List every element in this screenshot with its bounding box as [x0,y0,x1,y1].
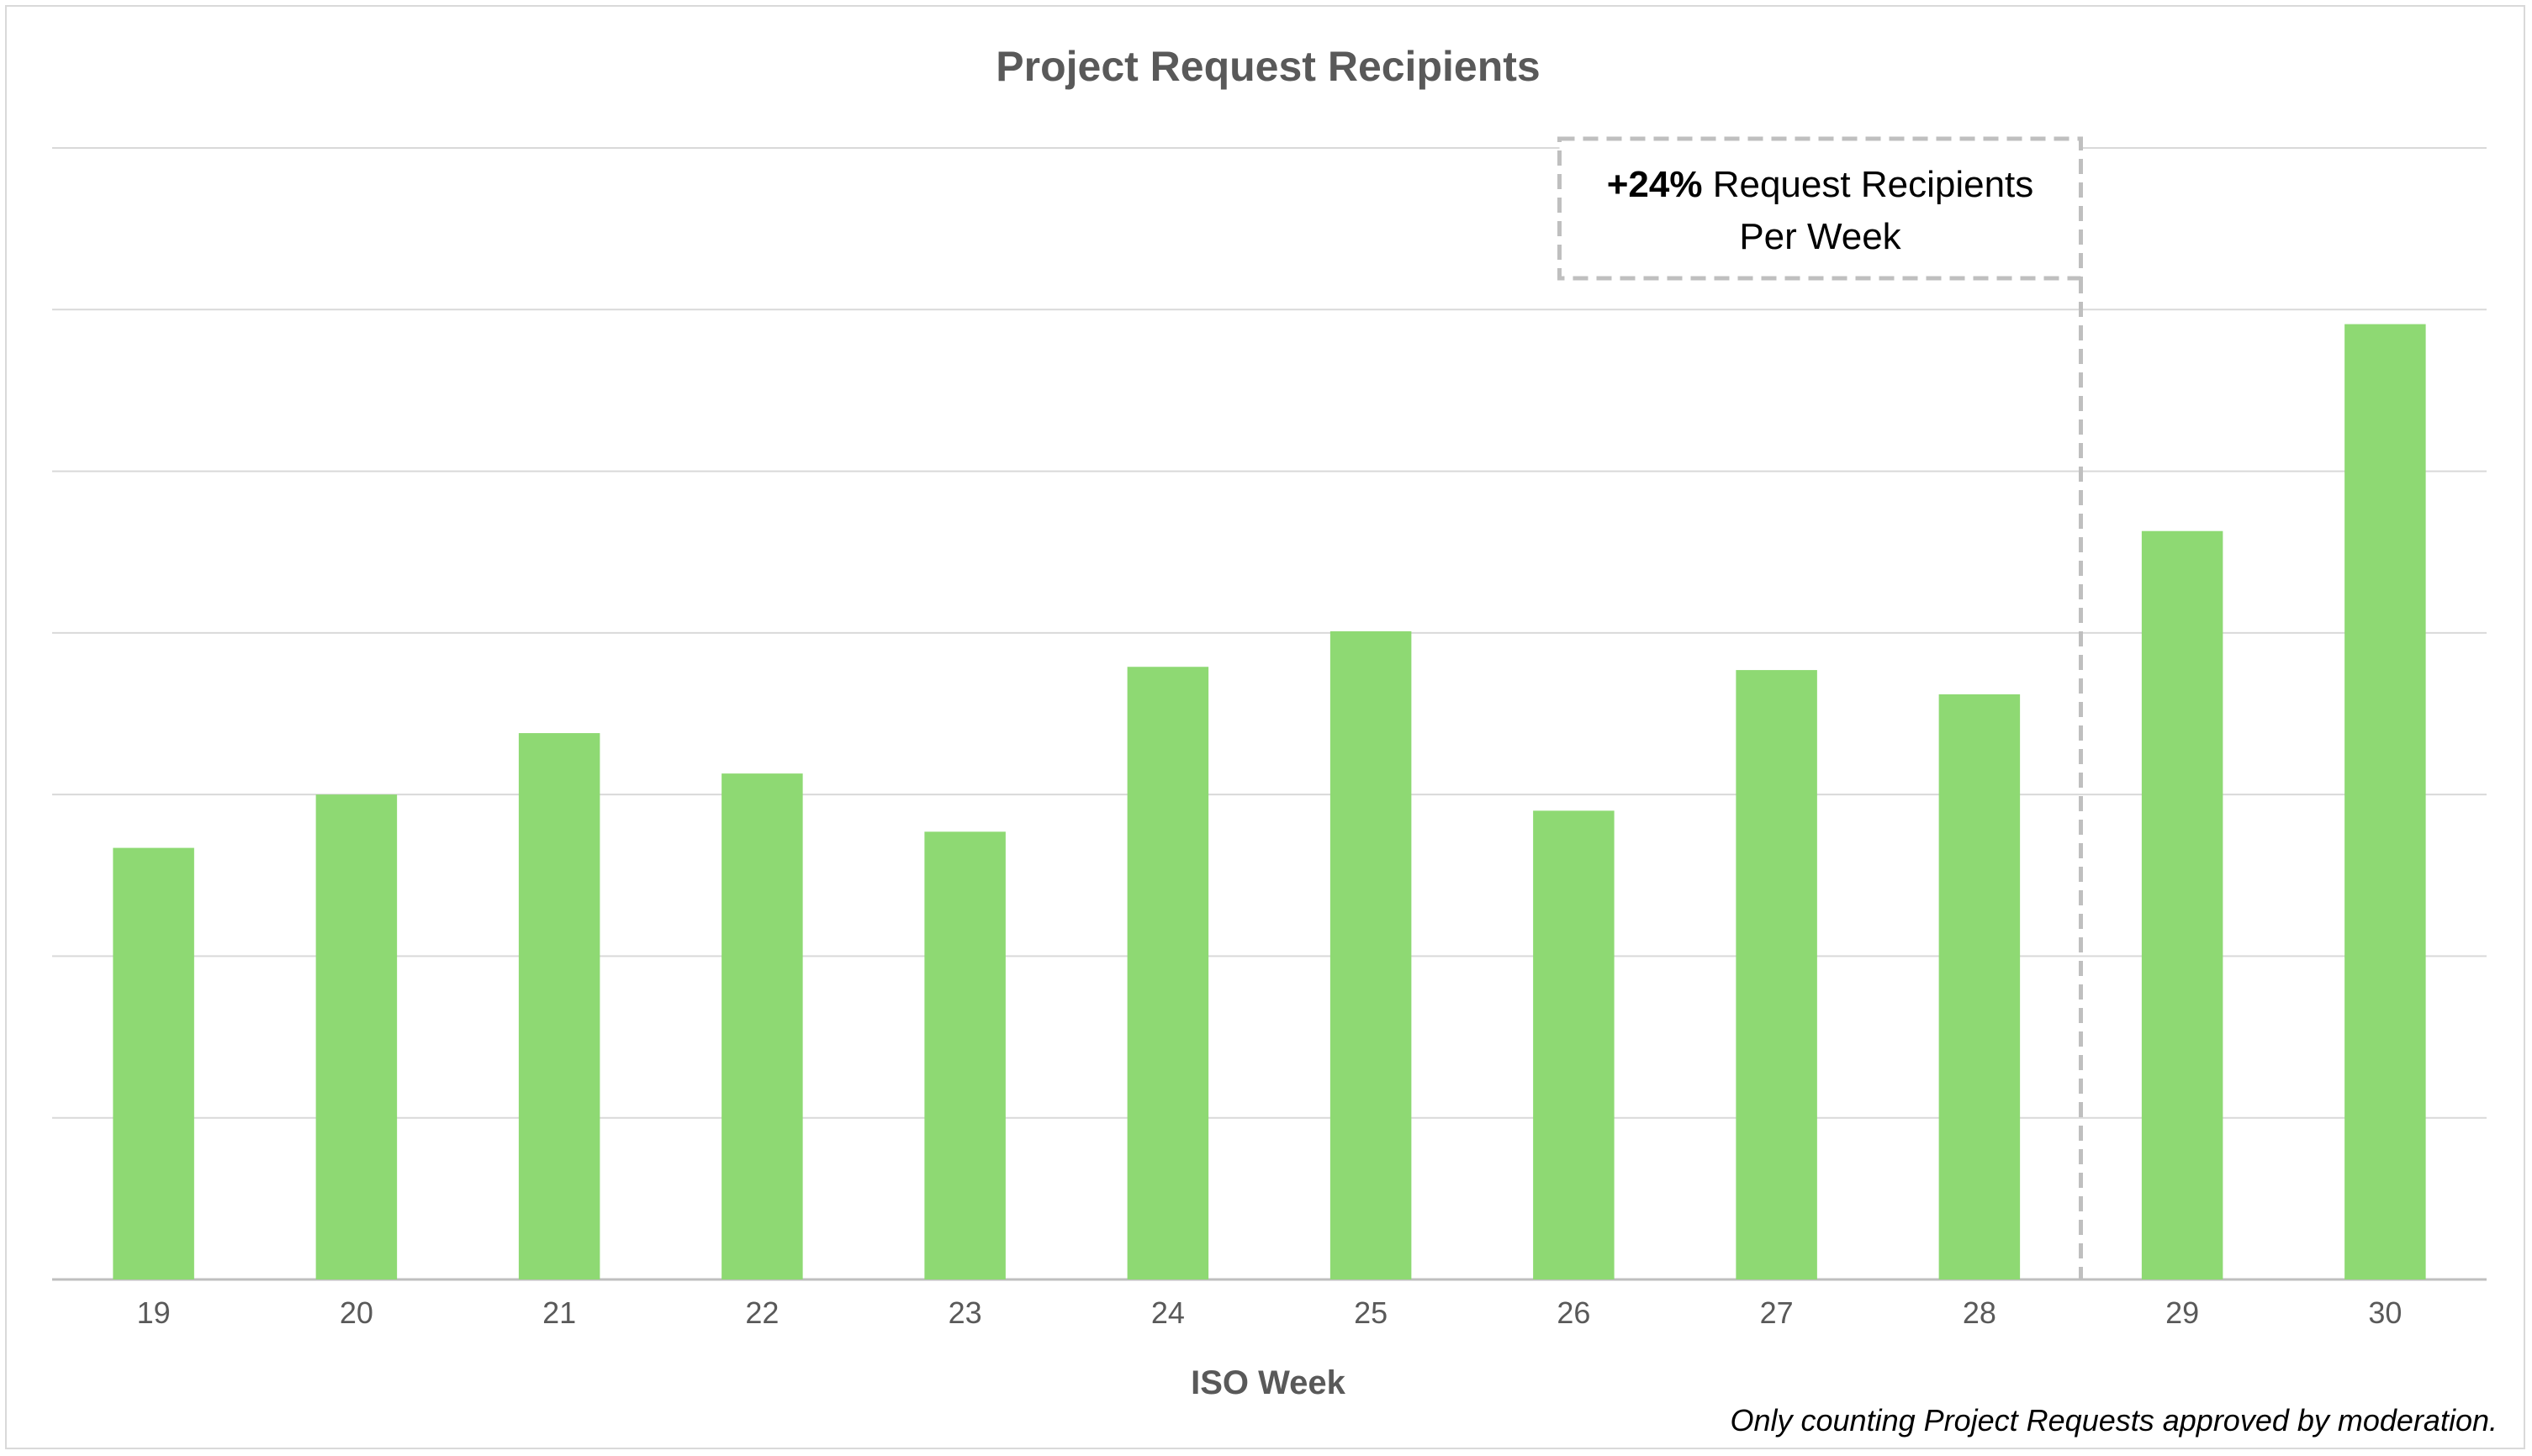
chart-frame: Project Request Recipients 19 20 21 22 23 24 2… [5,5,2525,1449]
callout-text-line1: Request Recipients [1713,164,2034,205]
chart-svg: Project Request Recipients 19 20 21 22 23 24 2… [52,43,2498,1438]
x-tick-label-26: 26 [1557,1295,1590,1330]
x-tick-label-22: 22 [745,1295,779,1330]
gridlines [52,147,2487,1281]
x-tick-label-24: 24 [1151,1295,1185,1330]
x-tick-label-30: 30 [2368,1295,2402,1330]
footnote: Only counting Project Requests approved … [1730,1403,2498,1438]
bar-week-28 [1938,694,2021,1279]
bar-week-24 [1127,667,1209,1279]
bar-week-21 [518,733,600,1279]
bar-week-19 [113,847,194,1279]
bar-week-30 [2344,324,2426,1279]
bar-week-26 [1533,810,1615,1279]
bar-week-29 [2141,530,2223,1279]
callout-box [1557,136,2083,281]
x-tick-labels: 19 20 21 22 23 24 25 26 27 28 29 30 [137,1295,2402,1330]
callout-line-2: Per Week [1739,216,1901,257]
bar-week-25 [1329,630,1412,1279]
x-tick-label-25: 25 [1354,1295,1388,1330]
bar-week-27 [1736,670,1817,1279]
x-tick-label-28: 28 [1963,1295,1996,1330]
x-tick-label-27: 27 [1760,1295,1794,1330]
bars [113,324,2426,1279]
x-tick-label-23: 23 [949,1295,982,1330]
x-tick-label-21: 21 [542,1295,576,1330]
bar-week-20 [315,794,398,1279]
bar-week-23 [924,831,1006,1279]
callout-percent: +24% [1607,164,1703,205]
callout-line-1: +24% Request Recipients [1607,164,2034,205]
x-axis-title: ISO Week [1191,1364,1346,1401]
x-tick-label-29: 29 [2165,1295,2199,1330]
x-tick-label-20: 20 [340,1295,373,1330]
callout-gap [1702,164,1712,205]
chart-title: Project Request Recipients [996,43,1540,90]
callout: +24% Request Recipients Per Week [1557,136,2083,281]
x-tick-label-19: 19 [137,1295,171,1330]
bar-week-22 [722,773,803,1279]
